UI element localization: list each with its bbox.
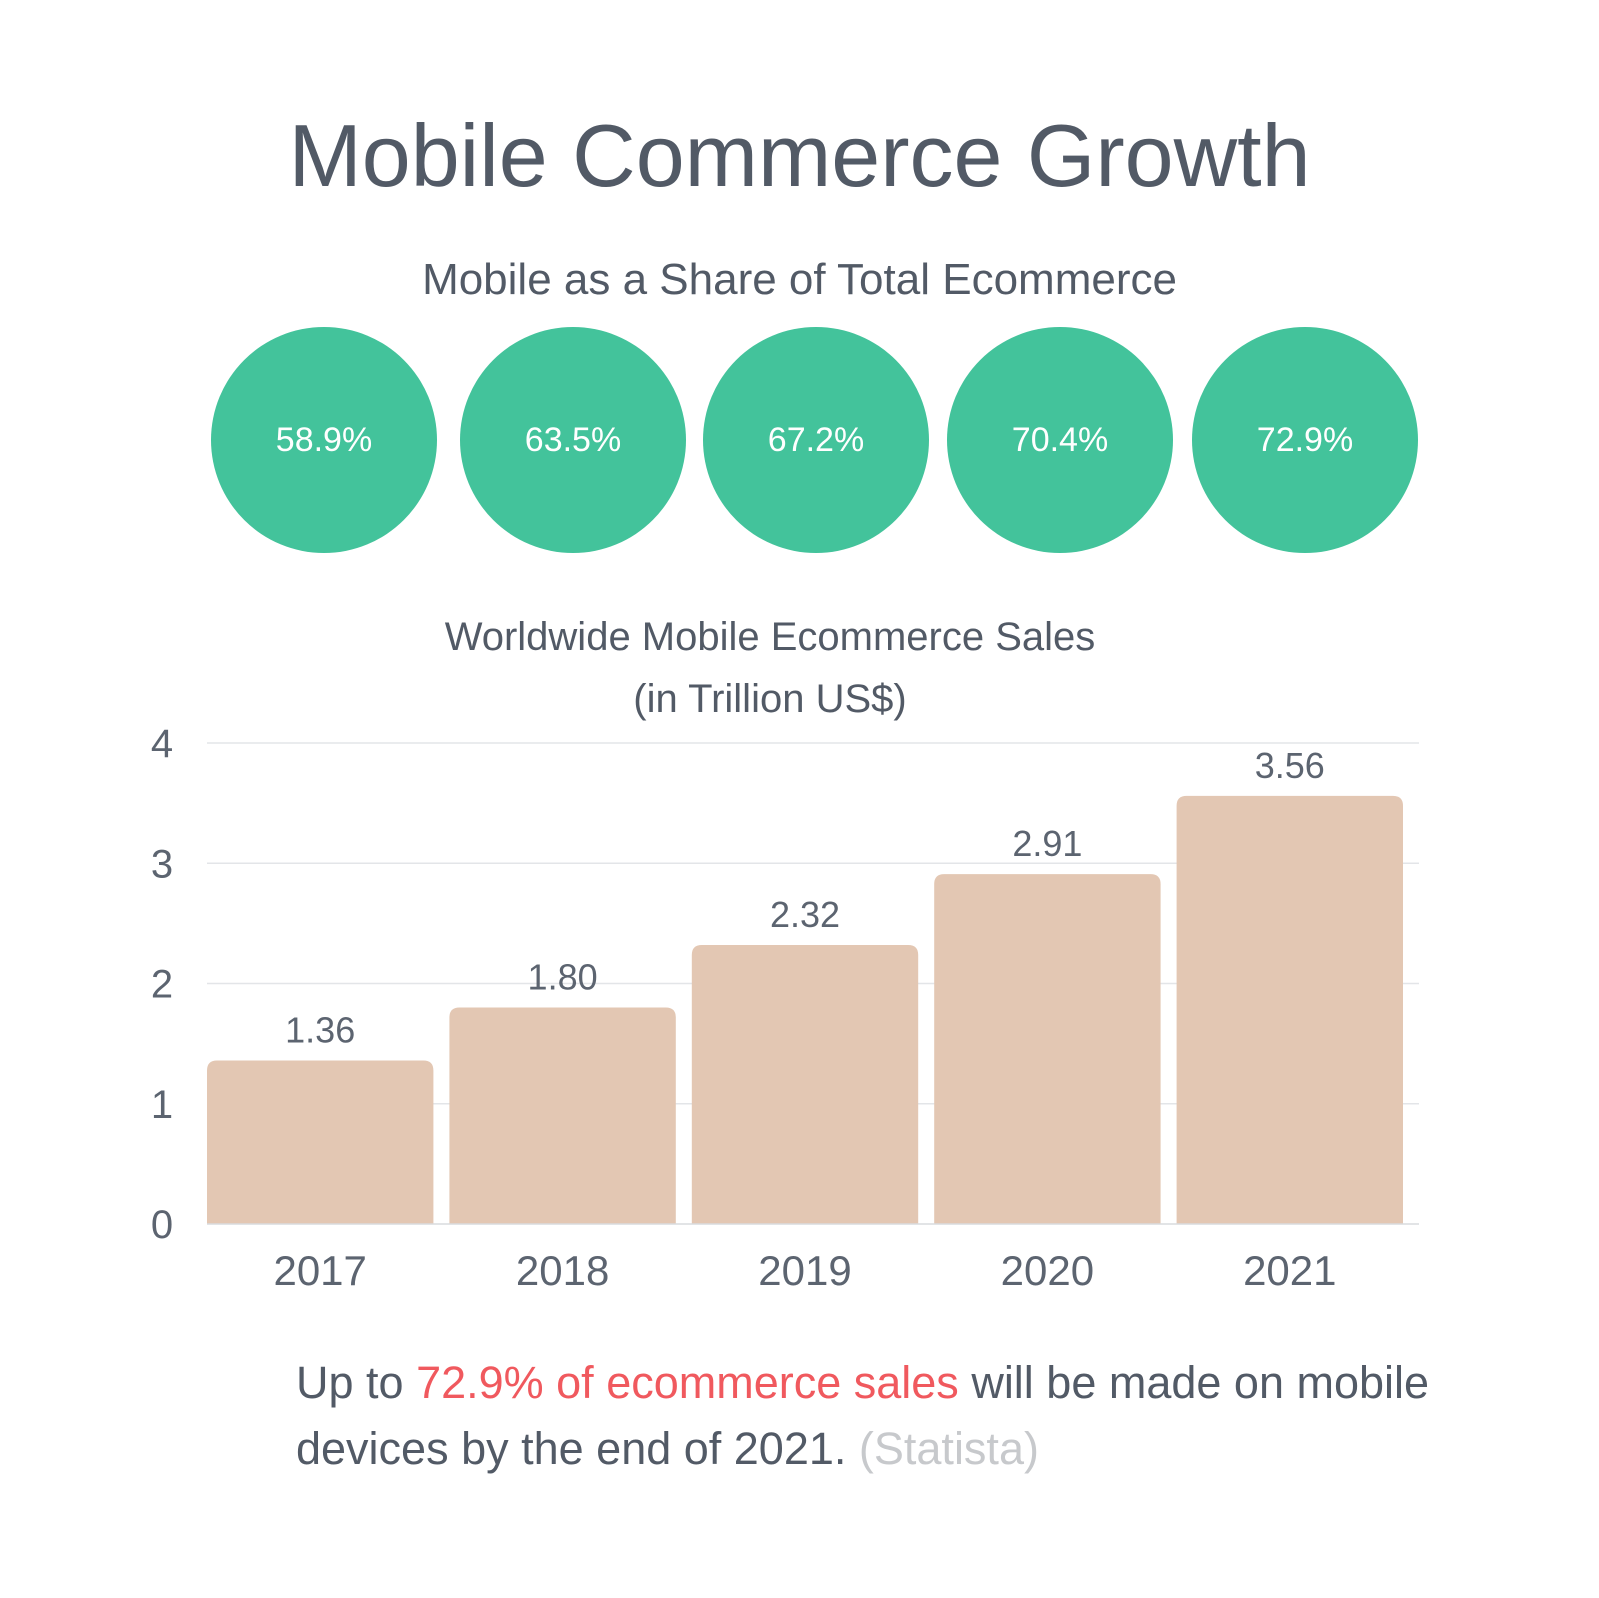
takeaway-suffix: will be made on mobile devices by the en… bbox=[296, 1357, 1430, 1474]
y-tick-label-1: 1 bbox=[151, 1083, 173, 1127]
value-label-2019: 2.32 bbox=[770, 894, 840, 935]
y-tick-label-0: 0 bbox=[151, 1203, 173, 1247]
value-label-2018: 1.80 bbox=[528, 957, 598, 998]
chart-title-line2: (in Trillion US$) bbox=[633, 677, 907, 721]
share-circle-2017: 58.9% bbox=[211, 327, 437, 553]
page-title: Mobile Commerce Growth bbox=[288, 106, 1311, 205]
value-label-2017: 1.36 bbox=[285, 1009, 355, 1050]
y-tick-label-4: 4 bbox=[151, 722, 173, 766]
takeaway-source: (Statista) bbox=[858, 1423, 1039, 1474]
share-section-title: Mobile as a Share of Total Ecommerce bbox=[422, 255, 1177, 304]
share-value-2017: 58.9% bbox=[275, 420, 373, 459]
bar-2019 bbox=[691, 945, 919, 1224]
bar-2017 bbox=[207, 1060, 434, 1224]
share-value-2021: 72.9% bbox=[1256, 420, 1354, 459]
x-tick-label-2017: 2017 bbox=[273, 1247, 366, 1294]
chart-title: Worldwide Mobile Ecommerce Sales (in Tri… bbox=[0, 606, 1540, 730]
share-circle-2021: 72.9% bbox=[1192, 327, 1418, 553]
share-value-2018: 63.5% bbox=[524, 420, 622, 459]
x-tick-label-2021: 2021 bbox=[1243, 1247, 1336, 1294]
chart-title-line1: Worldwide Mobile Ecommerce Sales bbox=[444, 615, 1096, 659]
share-circle-2019: 67.2% bbox=[703, 327, 929, 553]
x-tick-label-2020: 2020 bbox=[1001, 1247, 1094, 1294]
x-tick-label-2019: 2019 bbox=[758, 1247, 851, 1294]
takeaway-text: Up to 72.9% of ecommerce sales will be m… bbox=[296, 1350, 1456, 1482]
x-tick-label-2018: 2018 bbox=[516, 1247, 609, 1294]
bar-2021 bbox=[1176, 795, 1403, 1224]
takeaway-prefix: Up to bbox=[296, 1357, 417, 1408]
bar-2020 bbox=[934, 874, 1161, 1224]
share-circle-2018: 63.5% bbox=[460, 327, 686, 553]
y-tick-label-3: 3 bbox=[151, 842, 173, 886]
y-tick-label-2: 2 bbox=[151, 963, 173, 1007]
bar-2018 bbox=[449, 1007, 676, 1224]
share-value-2019: 67.2% bbox=[767, 420, 865, 459]
value-label-2020: 2.91 bbox=[1012, 823, 1082, 864]
share-value-2020: 70.4% bbox=[1011, 420, 1109, 459]
takeaway-highlight: 72.9% of ecommerce sales bbox=[416, 1357, 959, 1408]
share-circle-2020: 70.4% bbox=[947, 327, 1173, 553]
value-label-2021: 3.56 bbox=[1255, 745, 1325, 786]
